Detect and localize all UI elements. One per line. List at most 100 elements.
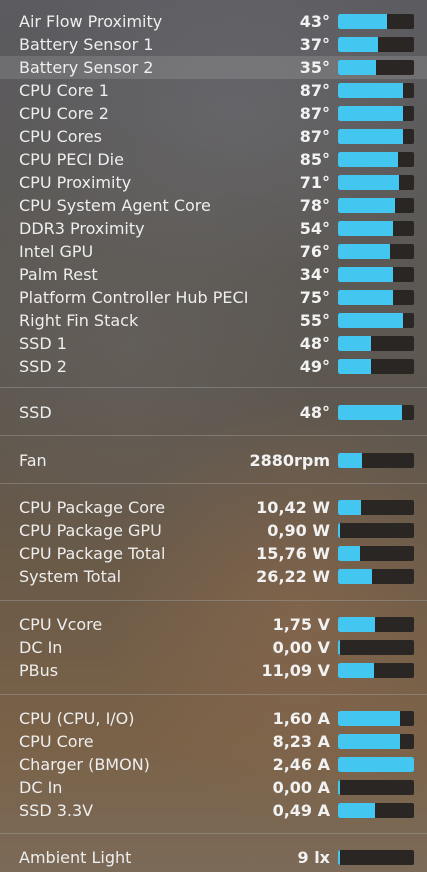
sensor-row-cpu-package-total[interactable]: CPU Package Total 15,76 W	[0, 542, 427, 565]
sensor-row-ambient-light[interactable]: Ambient Light 9 lx	[0, 846, 427, 869]
sensor-row-cpu-system-agent-core[interactable]: CPU System Agent Core 78°	[0, 194, 427, 217]
sensor-row-ssd[interactable]: SSD 48°	[0, 401, 427, 424]
level-bar	[338, 313, 414, 328]
sensor-label: SSD	[19, 403, 52, 422]
level-bar	[338, 290, 414, 305]
sensor-label: CPU Core 2	[19, 104, 109, 123]
sensor-value: 75°	[299, 288, 330, 307]
sensor-row-cpu-core-2[interactable]: CPU Core 2 87°	[0, 102, 427, 125]
sensor-value: 10,42 W	[256, 498, 330, 517]
sensor-group-current: CPU (CPU, I/O) 1,60 A CPU Core 8,23 A Charge…	[0, 695, 427, 822]
sensor-label: SSD 3.3V	[19, 801, 94, 820]
sensor-label: SSD 1	[19, 334, 67, 353]
level-bar	[338, 663, 414, 678]
sensor-row-fan[interactable]: Fan 2880rpm	[0, 449, 427, 472]
sensor-value: 87°	[299, 127, 330, 146]
level-bar-fill	[338, 37, 379, 52]
sensor-group-light: Ambient Light 9 lx	[0, 834, 427, 869]
sensor-value: 1,60 A	[272, 709, 330, 728]
sensor-row-dc-in[interactable]: DC In 0,00 A	[0, 776, 427, 799]
level-bar	[338, 336, 414, 351]
sensor-row-cpu-core-1[interactable]: CPU Core 1 87°	[0, 79, 427, 102]
sensor-label: SSD 2	[19, 357, 67, 376]
sensor-row-ssd-1[interactable]: SSD 1 48°	[0, 332, 427, 355]
level-bar	[338, 267, 414, 282]
sensor-value: 78°	[299, 196, 330, 215]
sensor-value: 2880rpm	[249, 451, 330, 470]
sensor-value: 15,76 W	[256, 544, 330, 563]
level-bar	[338, 803, 414, 818]
group-separator	[0, 483, 427, 484]
group-separator	[0, 694, 427, 695]
sensor-label: Battery Sensor 2	[19, 58, 154, 77]
sensor-value: 37°	[299, 35, 330, 54]
sensor-row-air-flow-proximity[interactable]: Air Flow Proximity 43°	[0, 10, 427, 33]
sensor-value: 87°	[299, 81, 330, 100]
level-bar-fill	[338, 453, 363, 468]
sensor-label: CPU Core	[19, 732, 94, 751]
sensor-row-charger-bmon[interactable]: Charger (BMON) 2,46 A	[0, 753, 427, 776]
sensor-value: 1,75 V	[272, 615, 330, 634]
sensor-group-disks: SSD 48°	[0, 388, 427, 424]
sensor-row-pbus[interactable]: PBus 11,09 V	[0, 659, 427, 682]
sensor-row-cpu-cores[interactable]: CPU Cores 87°	[0, 125, 427, 148]
level-bar	[338, 640, 414, 655]
sensor-label: Battery Sensor 1	[19, 35, 154, 54]
sensor-label: System Total	[19, 567, 122, 586]
sensor-row-cpu-proximity[interactable]: CPU Proximity 71°	[0, 171, 427, 194]
sensor-value: 0,90 W	[267, 521, 330, 540]
sensor-label: Right Fin Stack	[19, 311, 139, 330]
sensor-row-cpu-vcore[interactable]: CPU Vcore 1,75 V	[0, 613, 427, 636]
sensor-row-palm-rest[interactable]: Palm Rest 34°	[0, 263, 427, 286]
sensor-value: 9 lx	[297, 848, 330, 867]
sensor-row-ssd-3-3v[interactable]: SSD 3.3V 0,49 A	[0, 799, 427, 822]
level-bar-fill	[338, 244, 390, 259]
sensor-label: Intel GPU	[19, 242, 94, 261]
sensor-row-system-total[interactable]: System Total 26,22 W	[0, 565, 427, 588]
level-bar-fill	[338, 129, 404, 144]
sensor-group-fans: Fan 2880rpm	[0, 436, 427, 472]
sensor-value: 35°	[299, 58, 330, 77]
level-bar-fill	[338, 663, 374, 678]
level-bar-fill	[338, 175, 399, 190]
sensor-label: PBus	[19, 661, 59, 680]
sensor-label: CPU Vcore	[19, 615, 103, 634]
level-bar	[338, 359, 414, 374]
group-separator	[0, 833, 427, 834]
level-bar-fill	[338, 106, 404, 121]
sensor-row-cpu-package-core[interactable]: CPU Package Core 10,42 W	[0, 496, 427, 519]
sensor-value: 43°	[299, 12, 330, 31]
sensor-group-power: CPU Package Core 10,42 W CPU Package GPU 0,…	[0, 484, 427, 588]
sensor-value: 0,49 A	[272, 801, 330, 820]
sensor-row-cpu-peci-die[interactable]: CPU PECI Die 85°	[0, 148, 427, 171]
sensor-row-ddr3-proximity[interactable]: DDR3 Proximity 54°	[0, 217, 427, 240]
sensor-value: 11,09 V	[261, 661, 330, 680]
sensor-row-intel-gpu[interactable]: Intel GPU 76°	[0, 240, 427, 263]
sensor-row-dc-in[interactable]: DC In 0,00 V	[0, 636, 427, 659]
sensor-row-cpu-package-gpu[interactable]: CPU Package GPU 0,90 W	[0, 519, 427, 542]
sensor-label: DC In	[19, 778, 63, 797]
level-bar-fill	[338, 850, 340, 865]
sensor-row-right-fin-stack[interactable]: Right Fin Stack 55°	[0, 309, 427, 332]
level-bar-fill	[338, 569, 373, 584]
group-separator	[0, 387, 427, 388]
sensor-row-platform-controller-hub-peci[interactable]: Platform Controller Hub PECI 75°	[0, 286, 427, 309]
group-separator	[0, 435, 427, 436]
sensor-value: 48°	[299, 334, 330, 353]
level-bar	[338, 523, 414, 538]
sensor-row-ssd-2[interactable]: SSD 2 49°	[0, 355, 427, 378]
level-bar	[338, 500, 414, 515]
sensor-label: CPU Package Total	[19, 544, 166, 563]
sensor-label: CPU (CPU, I/O)	[19, 709, 135, 728]
level-bar	[338, 711, 414, 726]
sensor-row-cpu-core[interactable]: CPU Core 8,23 A	[0, 730, 427, 753]
level-bar-fill	[338, 290, 394, 305]
sensor-row-battery-sensor-2[interactable]: Battery Sensor 2 35°	[0, 56, 427, 79]
level-bar-fill	[338, 336, 371, 351]
sensor-row-cpu-cpu-i-o[interactable]: CPU (CPU, I/O) 1,60 A	[0, 707, 427, 730]
level-bar	[338, 757, 414, 772]
level-bar-fill	[338, 757, 414, 772]
sensor-row-battery-sensor-1[interactable]: Battery Sensor 1 37°	[0, 33, 427, 56]
level-bar	[338, 244, 414, 259]
